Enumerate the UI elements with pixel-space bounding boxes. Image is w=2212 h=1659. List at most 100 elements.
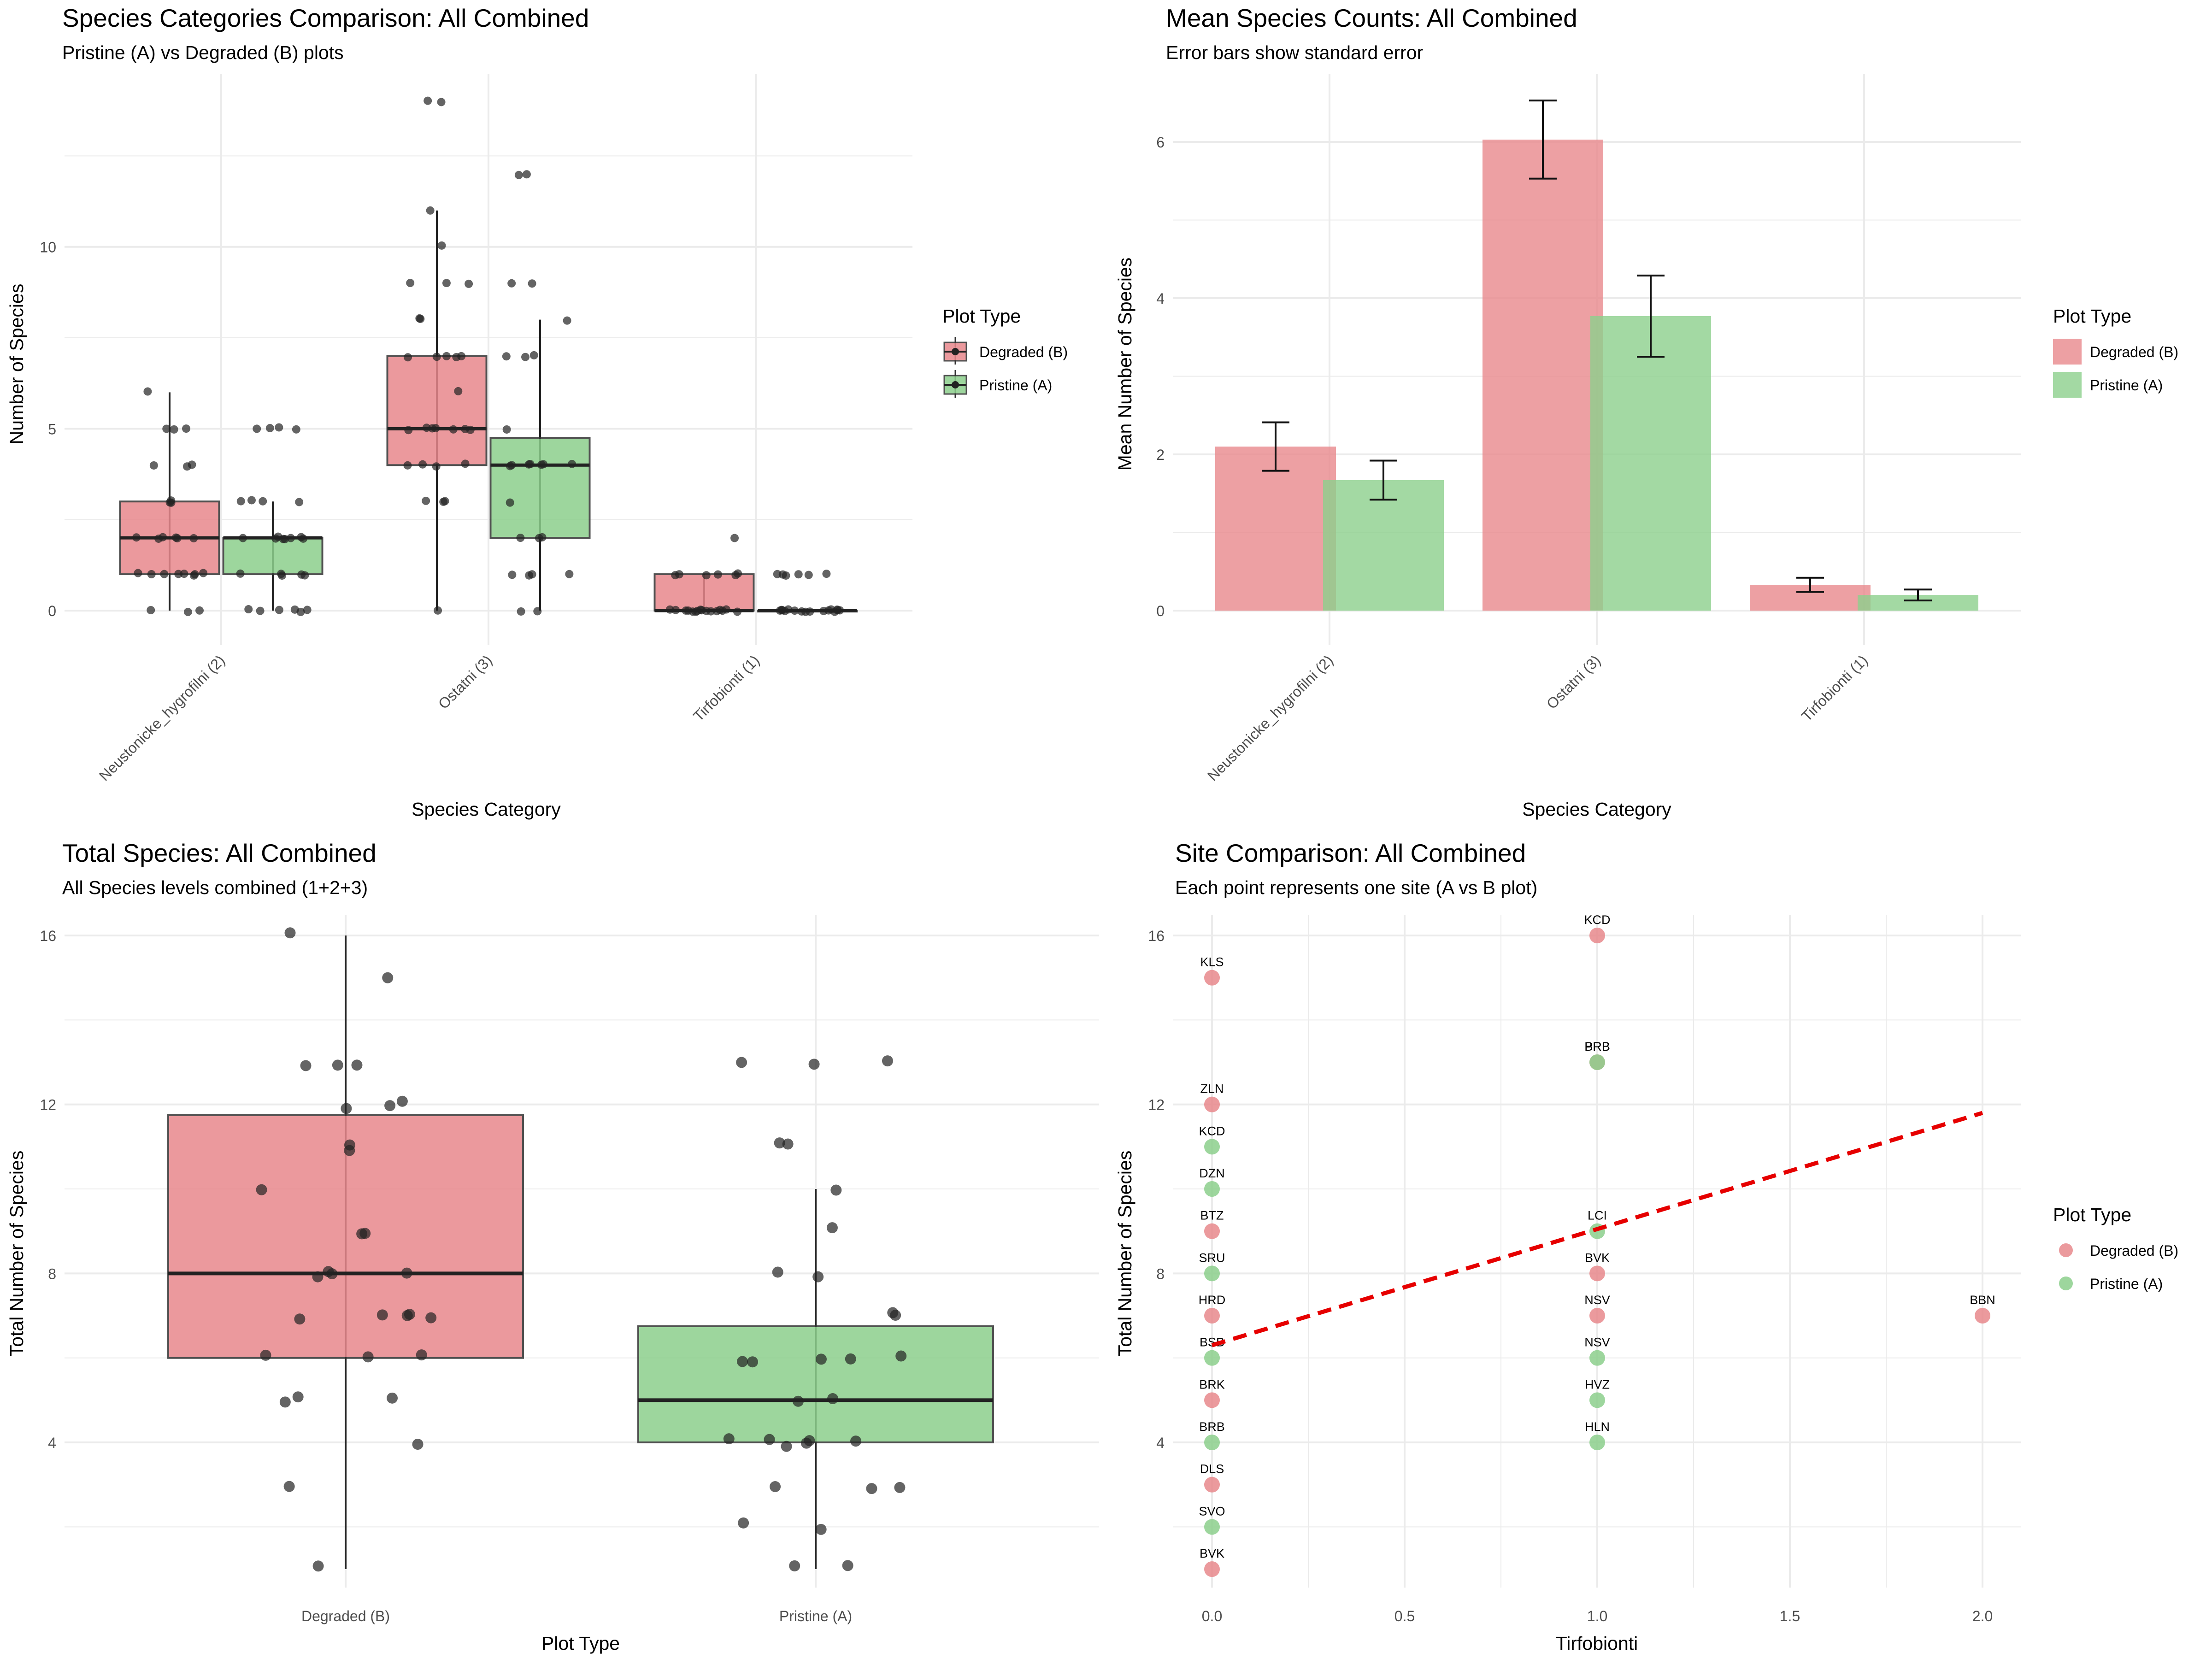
data-point [199, 569, 208, 577]
scatter-point [1589, 1265, 1605, 1282]
data-point [296, 607, 305, 616]
scatter-point [1204, 1350, 1220, 1366]
data-point [182, 462, 191, 471]
legend-entry-label: Degraded (B) [979, 344, 1068, 360]
data-point [162, 424, 171, 433]
data-point [351, 1059, 363, 1071]
data-point [691, 607, 700, 616]
point-label: KCD [1199, 1124, 1225, 1138]
data-point [432, 353, 441, 361]
data-point [143, 387, 152, 396]
data-point [283, 1481, 295, 1492]
data-point [170, 425, 178, 434]
data-point [866, 1483, 877, 1494]
data-point [815, 1353, 827, 1365]
legend-entry-label: Degraded (B) [2090, 344, 2178, 360]
data-point [359, 1228, 371, 1239]
data-point [804, 1435, 815, 1447]
point-label: BRK [1199, 1377, 1225, 1391]
data-point [174, 570, 183, 578]
data-point [737, 1356, 748, 1367]
data-point [506, 498, 514, 507]
data-point [517, 607, 525, 616]
data-point [277, 570, 286, 578]
data-point [295, 498, 304, 506]
chart-title: Species Categories Comparison: All Combi… [62, 4, 589, 32]
y-axis-label: Mean Number of Species [1114, 258, 1135, 471]
data-point [167, 496, 176, 505]
y-tick-label: 4 [1156, 290, 1165, 307]
legend-title: Plot Type [942, 306, 1021, 327]
chart-subtitle: Each point represents one site (A vs B p… [1175, 877, 1537, 898]
y-tick-label: 4 [1156, 1435, 1165, 1451]
data-point [738, 1517, 749, 1529]
data-point [507, 461, 516, 470]
data-point [568, 459, 577, 468]
x-tick-label: 0.5 [1394, 1608, 1415, 1624]
data-point [508, 571, 517, 579]
data-point [516, 534, 525, 542]
scatter-point [1589, 1308, 1605, 1324]
data-point [730, 534, 739, 542]
data-point [362, 1351, 374, 1363]
scatter-point [1589, 1392, 1605, 1408]
bar [1483, 139, 1603, 611]
data-point [312, 1560, 324, 1572]
legend-key-swatch [2053, 339, 2082, 365]
data-point [149, 461, 158, 470]
data-point [173, 534, 182, 542]
data-point [432, 462, 441, 471]
point-label: DZN [1199, 1166, 1225, 1180]
data-point [822, 570, 831, 578]
data-point [734, 569, 742, 578]
data-point [299, 534, 308, 543]
data-point [160, 570, 169, 578]
x-tick-label: Degraded (B) [301, 1608, 390, 1624]
point-label: NSV [1584, 1335, 1610, 1349]
data-point [702, 571, 711, 580]
data-point [442, 352, 451, 360]
y-tick-label: 12 [40, 1097, 56, 1113]
data-point [253, 424, 261, 433]
data-point [882, 1055, 893, 1067]
data-point [425, 1312, 437, 1324]
point-label: LCI [1588, 1209, 1607, 1223]
y-tick-label: 2 [1156, 447, 1165, 463]
data-point [894, 1482, 906, 1493]
data-point [812, 1271, 824, 1282]
data-point [384, 1100, 396, 1112]
box-iqr [653, 573, 755, 612]
data-point [284, 927, 296, 939]
point-label: KCD [1584, 913, 1610, 927]
scatter-point [1204, 1519, 1220, 1535]
y-tick-label: 0 [48, 603, 56, 619]
y-tick-label: 8 [48, 1265, 56, 1282]
scatter-point [1204, 970, 1220, 986]
data-point [422, 496, 430, 505]
legend-entry-label: Pristine (A) [2090, 377, 2163, 394]
data-point [457, 352, 466, 360]
data-point [292, 1391, 304, 1403]
data-point [275, 423, 283, 432]
y-tick-label: 5 [48, 421, 56, 437]
box-iqr [637, 1325, 994, 1444]
legend-key-point [952, 381, 959, 388]
point-label: PRB [1584, 1040, 1610, 1053]
data-point [790, 606, 799, 615]
data-point [437, 241, 446, 250]
data-point [412, 1438, 424, 1450]
panel-species-categories-boxplot: Species Categories Comparison: All Combi… [6, 4, 1068, 820]
x-tick-label: 0.0 [1202, 1608, 1222, 1624]
scatter-point [1204, 1096, 1220, 1112]
data-point [326, 1268, 338, 1280]
data-point [514, 171, 523, 179]
scatter-point [1589, 1350, 1605, 1366]
x-axis-label: Tirfobionti [1556, 1633, 1638, 1654]
point-label: SVO [1199, 1504, 1225, 1518]
data-point [794, 570, 803, 579]
data-point [403, 461, 412, 470]
data-point [736, 1057, 747, 1068]
scatter-point [1204, 1477, 1220, 1493]
data-point [422, 424, 431, 432]
data-point [776, 606, 784, 615]
